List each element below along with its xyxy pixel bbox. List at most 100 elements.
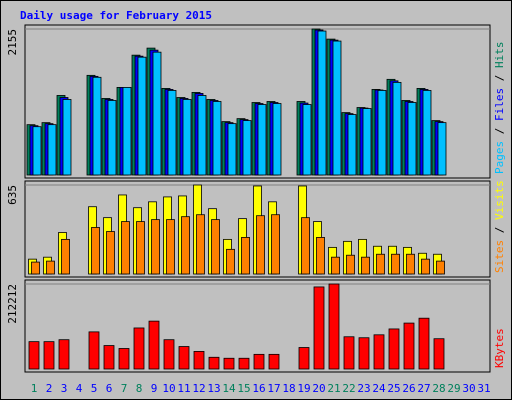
bar — [133, 327, 145, 370]
bar — [32, 126, 42, 176]
bar — [137, 56, 147, 176]
x-tick-label: 28 — [432, 382, 445, 395]
x-tick-label: 10 — [162, 382, 175, 395]
x-tick-label: 17 — [267, 382, 280, 395]
bar — [226, 248, 235, 275]
bar — [313, 286, 325, 370]
bar — [358, 337, 370, 370]
bar — [28, 341, 40, 370]
legend-entry: Sites — [493, 240, 506, 273]
bar — [43, 341, 55, 370]
x-tick-label: 24 — [372, 382, 386, 395]
y-tick-label: 212212 — [6, 284, 19, 324]
legend: Sites / Visits — [493, 180, 506, 273]
legend-entry: Files — [493, 88, 506, 121]
bar — [182, 99, 192, 176]
bar — [178, 346, 190, 370]
x-tick-label: 22 — [342, 382, 355, 395]
bar — [103, 345, 115, 370]
bar — [47, 124, 57, 176]
bar — [407, 102, 417, 176]
bar — [437, 122, 447, 176]
x-tick-label: 21 — [327, 382, 340, 395]
chart-title: Daily usage for February 2015 — [20, 9, 212, 22]
bar — [392, 81, 402, 176]
legend: KBytes — [493, 328, 506, 368]
bar — [271, 214, 280, 275]
bar — [316, 237, 325, 275]
bar — [227, 123, 237, 176]
bar — [212, 101, 222, 176]
x-tick-label: 9 — [151, 382, 158, 395]
legend-separator: / — [493, 68, 506, 88]
bar — [163, 339, 175, 370]
x-tick-label: 14 — [222, 382, 236, 395]
bar — [242, 120, 252, 176]
bar — [361, 256, 370, 275]
x-tick-label: 16 — [252, 382, 265, 395]
bar — [343, 336, 355, 370]
x-tick-label: 15 — [237, 382, 250, 395]
bar — [62, 99, 72, 176]
x-tick-label: 5 — [91, 382, 98, 395]
x-tick-label: 4 — [76, 382, 83, 395]
bar — [332, 40, 342, 176]
bar — [391, 253, 400, 275]
x-tick-label: 11 — [177, 382, 190, 395]
bar — [152, 51, 162, 176]
x-tick-label: 26 — [402, 382, 415, 395]
bar — [373, 334, 385, 370]
bar — [418, 317, 430, 370]
bar — [377, 90, 387, 176]
bar — [403, 322, 415, 370]
bar — [421, 258, 430, 275]
x-tick-label: 20 — [312, 382, 325, 395]
bar — [197, 95, 207, 176]
bar — [256, 215, 265, 275]
bar — [121, 221, 130, 275]
bar — [151, 219, 160, 275]
bar — [362, 108, 372, 176]
bar — [167, 90, 177, 176]
bar — [298, 347, 310, 370]
bar — [31, 261, 40, 275]
bar — [433, 338, 445, 370]
bar — [257, 104, 267, 176]
bar — [91, 227, 100, 275]
bar — [253, 353, 265, 370]
bar — [268, 353, 280, 370]
bar — [107, 100, 117, 176]
bar — [238, 357, 250, 370]
bar — [272, 103, 282, 176]
x-tick-label: 12 — [192, 382, 205, 395]
bar — [436, 260, 445, 275]
bar — [376, 253, 385, 275]
bar — [347, 114, 357, 176]
x-tick-label: 13 — [207, 382, 220, 395]
bar — [223, 357, 235, 370]
bar — [346, 254, 355, 275]
y-tick-label: 2155 — [6, 29, 19, 56]
bar — [211, 219, 220, 275]
legend-entry: Pages — [493, 141, 506, 174]
bar — [46, 260, 55, 275]
bar — [193, 351, 205, 370]
x-tick-label: 30 — [462, 382, 475, 395]
x-tick-label: 27 — [417, 382, 430, 395]
bar — [328, 283, 340, 370]
legend-entry: Hits — [493, 42, 506, 69]
bar — [196, 214, 205, 275]
bar — [317, 30, 327, 176]
bar — [106, 231, 115, 275]
bar — [301, 217, 310, 275]
bar — [241, 237, 250, 275]
legend-separator: / — [493, 121, 506, 141]
legend-entry: Visits — [493, 180, 506, 220]
bar — [208, 356, 220, 370]
bar — [118, 348, 130, 370]
x-tick-label: 25 — [387, 382, 400, 395]
x-tick-label: 19 — [297, 382, 310, 395]
bar — [148, 320, 160, 370]
x-tick-label: 29 — [447, 382, 460, 395]
